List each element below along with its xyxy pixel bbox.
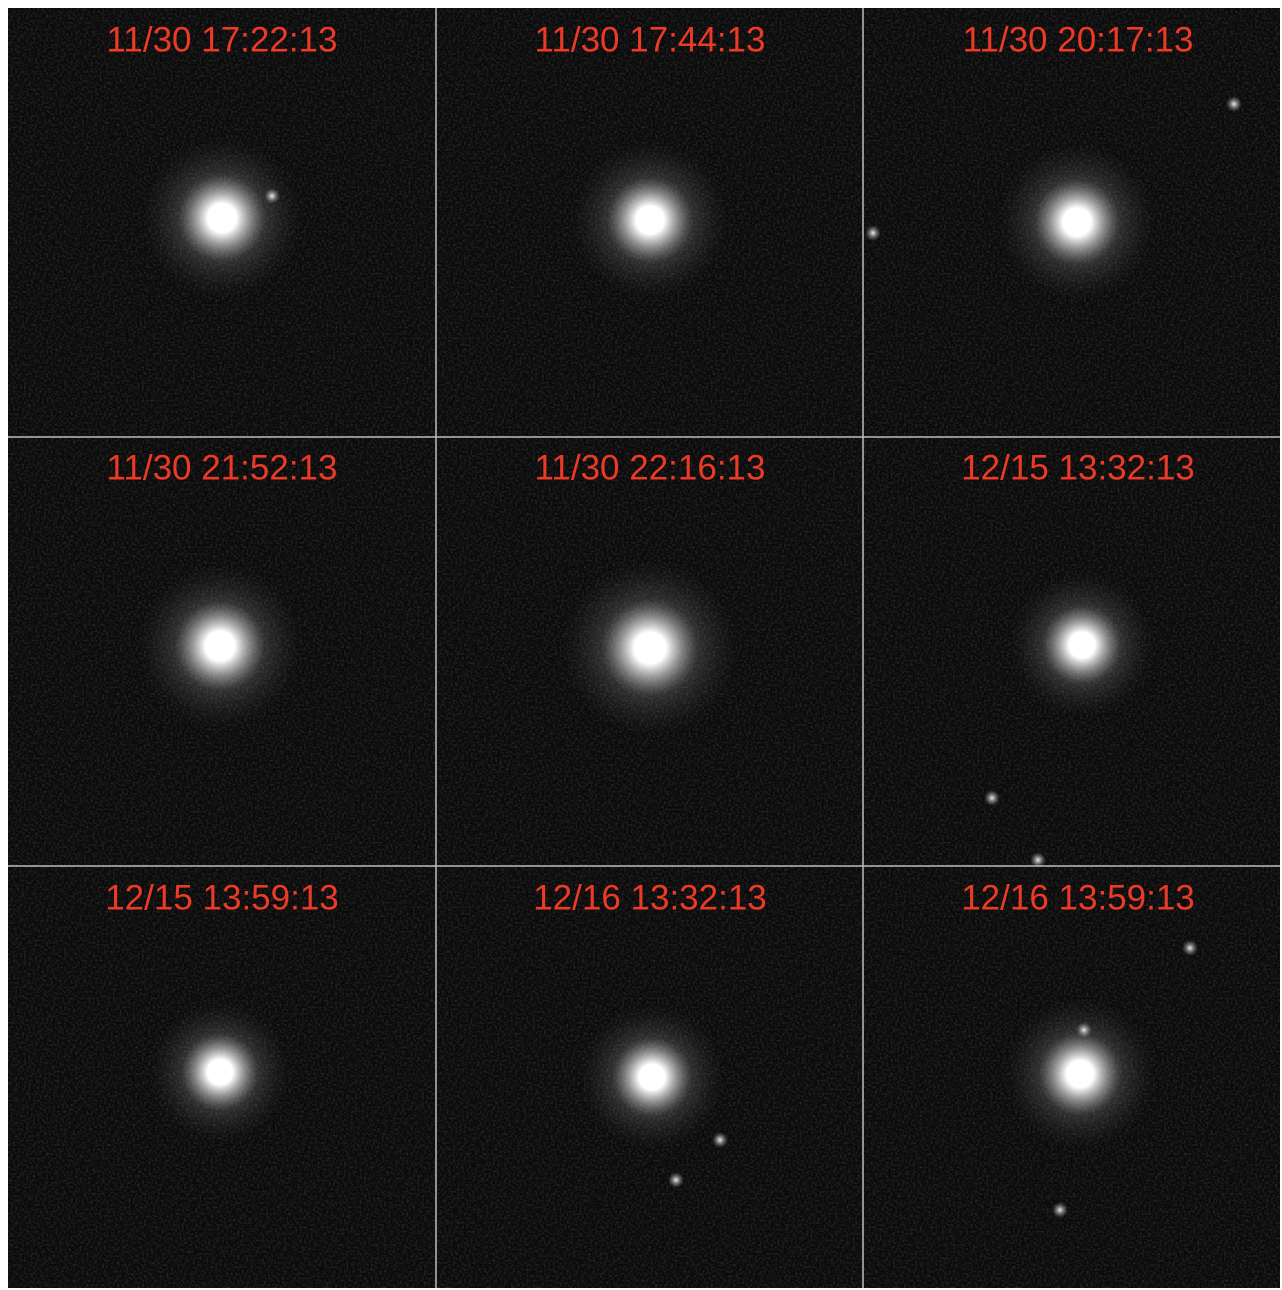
speck: [865, 225, 881, 241]
star: [1010, 573, 1154, 717]
timestamp: 11/30 20:17:13: [963, 20, 1194, 59]
star: [562, 560, 738, 736]
star: [999, 144, 1155, 300]
star: [1005, 999, 1155, 1149]
timestamp: 12/15 13:32:13: [961, 448, 1195, 487]
speck: [1182, 940, 1198, 956]
speck: [668, 1172, 684, 1188]
speck: [712, 1132, 728, 1148]
speck: [264, 188, 280, 204]
speck: [1226, 96, 1242, 112]
star: [142, 138, 302, 298]
star: [138, 564, 302, 728]
timestamp: 11/30 22:16:13: [535, 448, 766, 487]
star: [580, 1005, 724, 1149]
timestamp: 11/30 17:44:13: [535, 20, 766, 59]
grid-lines: [8, 8, 1280, 1288]
speck: [984, 790, 1000, 806]
timestamp: 12/15 13:59:13: [105, 878, 339, 917]
speck: [1076, 1022, 1092, 1038]
speck: [1030, 852, 1046, 868]
star: [572, 142, 728, 298]
star: [150, 1002, 290, 1142]
timestamp: 12/16 13:32:13: [533, 878, 767, 917]
timestamp: 11/30 17:22:13: [107, 20, 338, 59]
speck: [1052, 1202, 1068, 1218]
timestamp: 12/16 13:59:13: [961, 878, 1195, 917]
timestamp: 11/30 21:52:13: [107, 448, 338, 487]
